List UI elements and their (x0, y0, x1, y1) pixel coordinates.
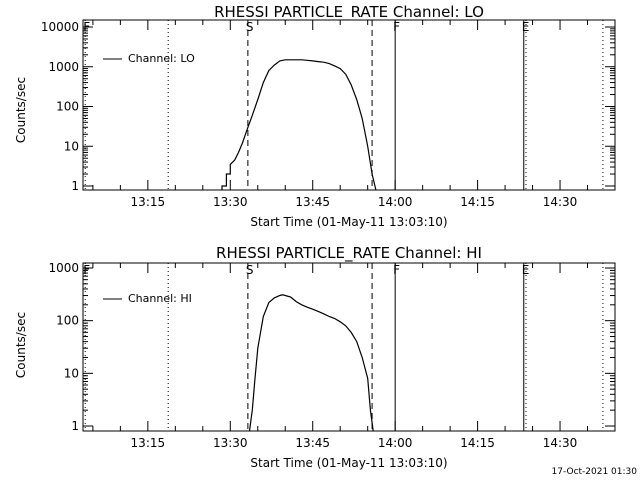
event-marker-label: F (83, 263, 90, 277)
series-line (221, 59, 377, 191)
x-tick-label: 13:45 (295, 195, 330, 209)
x-tick-label: 13:30 (213, 195, 248, 209)
y-tick-labels: 1 10 100 1000 (48, 261, 615, 433)
plot-frame (82, 19, 616, 191)
legend: Channel: HI (103, 292, 192, 305)
event-marker-label: S (246, 20, 254, 34)
series-line (248, 294, 374, 432)
y-axis-label: Counts/sec (14, 312, 28, 378)
chart-title: RHESSI PARTICLE_RATE Channel: HI (216, 244, 482, 263)
y-tick-label: 10 (64, 366, 79, 380)
x-tick-label: 14:15 (460, 195, 495, 209)
y-tick-labels: 1 10 100 1000 10000 (41, 20, 615, 193)
y-tick-label: 1000 (48, 60, 79, 74)
footer-timestamp: 17-Oct-2021 01:30 (552, 467, 638, 477)
data-series (221, 59, 377, 191)
data-series (248, 294, 374, 432)
x-axis-label: Start Time (01-May-11 13:03:10) (250, 456, 447, 470)
x-tick-label: 14:15 (460, 436, 495, 450)
x-tick-label: 13:30 (213, 436, 248, 450)
x-tick-label: 13:45 (295, 436, 330, 450)
event-marker-label: S (246, 263, 254, 277)
event-marker-label: F (393, 20, 400, 34)
chart-panel-hi: RHESSI PARTICLE_RATE Channel: HI Start T… (14, 244, 616, 470)
y-tick-label: 100 (56, 314, 79, 328)
x-tick-label: 13:15 (131, 195, 166, 209)
plot-frame (82, 262, 616, 432)
legend-label: Channel: HI (128, 292, 192, 305)
legend: Channel: LO (103, 52, 195, 65)
x-tick-label: 14:00 (378, 436, 413, 450)
event-marker-label: E (522, 263, 530, 277)
x-tick-label: 14:30 (543, 436, 578, 450)
x-tick-labels: 13:15 13:30 13:45 14:00 14:15 14:30 (92, 20, 589, 209)
x-tick-label: 14:00 (378, 195, 413, 209)
y-axis-label: Counts/sec (14, 77, 28, 143)
x-tick-label: 13:15 (131, 436, 166, 450)
chart-panel-lo: RHESSI PARTICLE_RATE Channel: LO Start T… (14, 3, 616, 229)
y-tick-label: 10 (64, 139, 79, 153)
event-marker-label: F (393, 263, 400, 277)
x-axis-label: Start Time (01-May-11 13:03:10) (250, 215, 447, 229)
y-tick-label: 1 (71, 179, 79, 193)
event-marker-label: E (522, 20, 530, 34)
event-marker-label: F (83, 20, 90, 34)
y-tick-label: 100 (56, 100, 79, 114)
y-tick-label: 10000 (41, 20, 79, 34)
x-tick-label: 14:30 (543, 195, 578, 209)
y-tick-label: 1 (71, 419, 79, 433)
chart-title: RHESSI PARTICLE_RATE Channel: LO (214, 3, 484, 22)
y-tick-label: 1000 (48, 261, 79, 275)
x-tick-labels: 13:15 13:30 13:45 14:00 14:15 14:30 (92, 263, 589, 450)
legend-label: Channel: LO (128, 52, 195, 65)
